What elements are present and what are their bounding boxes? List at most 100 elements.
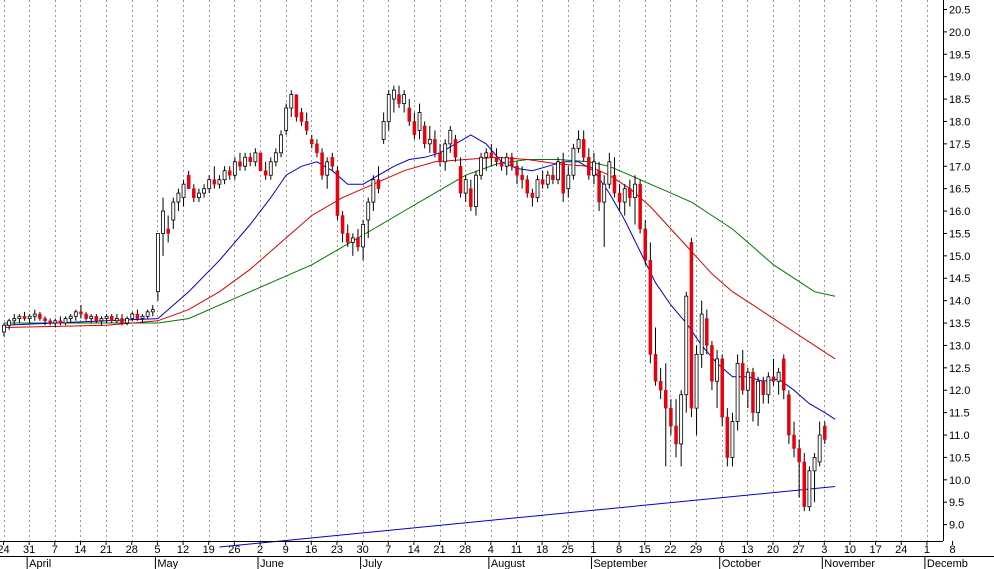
candle [181,179,186,207]
candle [745,367,750,409]
candle [484,148,489,171]
date-tick-label: 1 [590,544,596,556]
candle-body [320,152,324,176]
date-tick-label: 20 [767,544,779,556]
candle [279,130,283,158]
candle-body [340,215,345,234]
candle-body [607,161,612,185]
candle [710,340,714,391]
candle-body [664,389,668,409]
candle [807,466,812,512]
candle [140,314,145,324]
candle [556,157,560,185]
candle-body [540,179,545,185]
candle-body [243,156,248,167]
candle-body [84,313,88,319]
candle [797,439,801,498]
candle [79,305,83,319]
candle [197,188,201,203]
candle-body [443,143,448,163]
candle [792,421,796,458]
candle [812,452,817,503]
candle [376,166,381,194]
candle-body [366,201,371,221]
candle [474,170,478,216]
candle [535,175,540,203]
month-label: August [491,558,525,569]
candle [258,152,263,171]
price-tick-label: 15.5 [949,228,970,240]
date-tick-label: 1 [924,544,930,556]
candle [545,170,550,189]
candle [576,130,581,153]
candle-body [161,210,165,234]
candle [515,161,519,185]
candle [356,228,360,252]
candle [238,152,242,171]
date-tick-label: 12 [177,544,189,556]
candle [551,166,555,185]
candle [740,349,745,395]
candle-body [484,152,489,158]
candle-body [89,315,94,319]
date-tick-label: 26 [228,544,240,556]
candle-body [73,311,78,317]
price-tick-label: 18.0 [949,116,970,128]
candle [648,242,653,364]
price-tick-label: 15.0 [949,251,970,263]
candle [643,220,647,265]
candle [653,327,658,386]
candle-body [22,316,27,319]
candle [489,143,494,167]
candle-body [109,316,114,322]
date-tick-label: 14 [408,544,420,556]
candle-body [653,354,658,382]
price-tick-label: 11.0 [949,430,970,442]
price-tick-label: 13.5 [949,318,970,330]
candle [366,197,371,238]
candle [38,311,42,321]
moving-average-lines [3,134,836,420]
candle-body [669,407,673,427]
candle [633,175,637,225]
candle-body [699,313,704,355]
price-tick-label: 12.5 [949,363,970,375]
candle-body [474,174,478,207]
candle [694,345,699,436]
candle [499,157,504,171]
candle [469,179,473,212]
candle [361,220,366,261]
candle [381,112,386,144]
candle [448,125,453,153]
candle-body [643,228,647,261]
month-label: June [260,558,284,569]
candle [674,399,678,458]
date-tick-label: 28 [459,544,471,556]
candle-body [628,188,632,198]
candle-body [602,183,607,203]
candle-body [504,156,509,167]
candle-body [202,188,206,194]
candle-body [520,174,524,180]
candle-body [725,416,730,458]
candle-body [622,188,627,203]
candle [386,90,391,131]
candle [787,390,791,444]
month-axis: April May June July August September October No… [0,556,994,569]
date-tick-label: 27 [793,544,805,556]
candle [104,314,109,324]
candle-body [386,94,391,122]
candle [782,354,786,400]
candle [817,421,822,467]
date-tick-label: 19 [203,544,215,556]
month-label: October [722,558,761,569]
month-label: November [824,558,875,569]
date-tick-label: 21 [100,544,112,556]
candle-body [525,179,530,194]
candle [571,143,576,180]
candle-body [407,107,412,122]
candle [751,367,755,422]
candle-body [2,324,6,333]
candle-body [510,157,514,167]
candle [622,184,627,216]
